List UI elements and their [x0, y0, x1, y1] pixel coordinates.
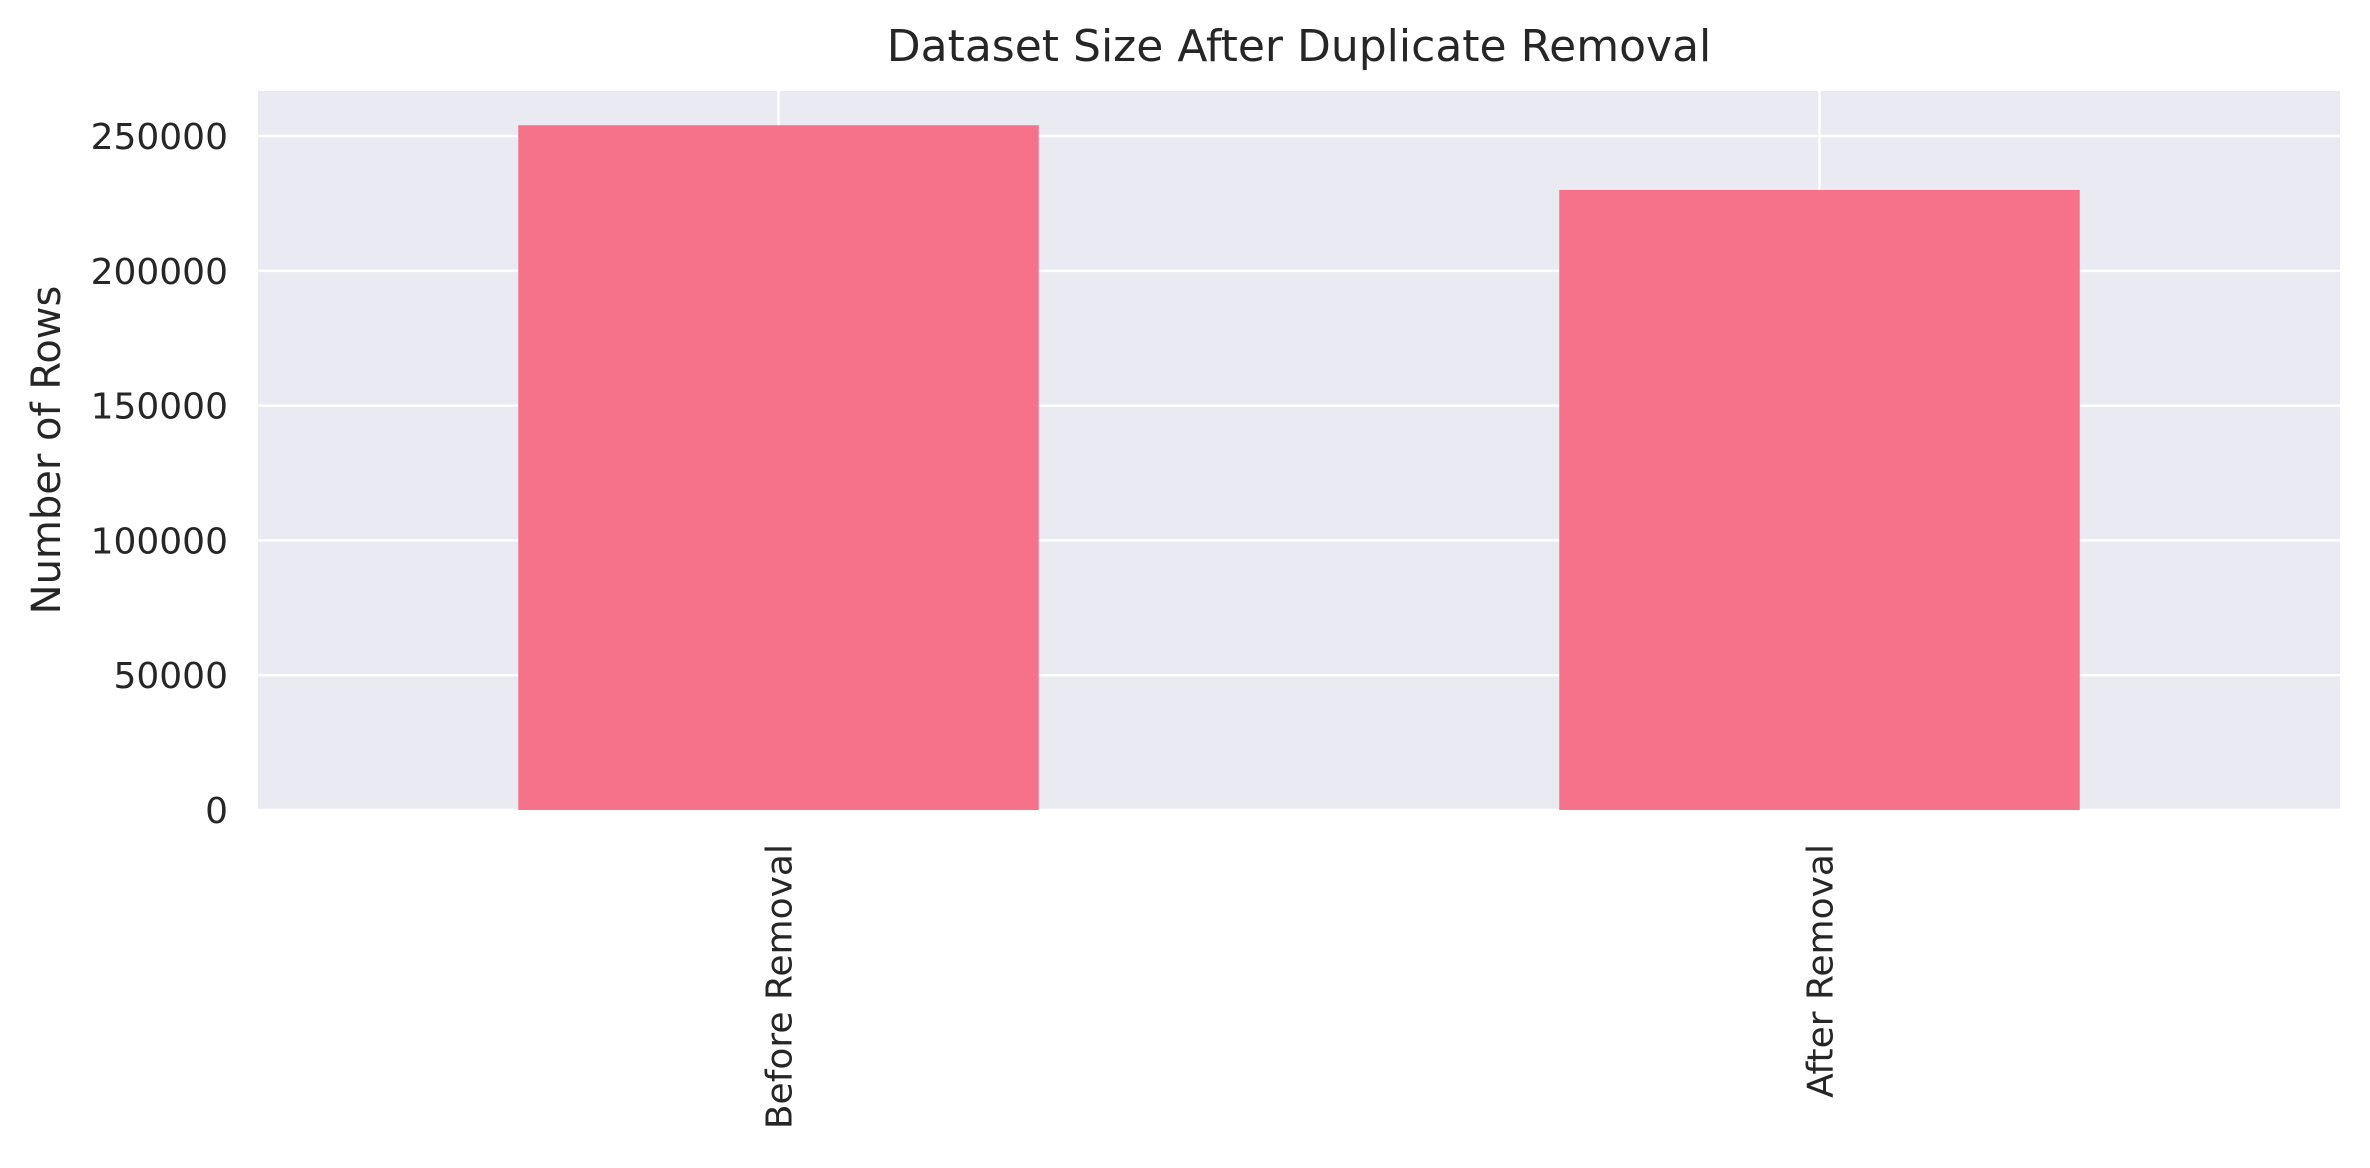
bar-before-removal: [518, 125, 1039, 810]
chart-title: Dataset Size After Duplicate Removal: [887, 21, 1712, 72]
bars: [518, 125, 2080, 810]
x-tick-label: After Removal: [1801, 844, 1842, 1098]
y-tick-labels: 0 50000 100000 150000 200000 250000: [91, 117, 228, 832]
bar-after-removal: [1559, 189, 2080, 810]
x-tick-labels: Before Removal After Removal: [760, 844, 1842, 1129]
y-tick-label: 250000: [91, 117, 228, 158]
y-tick-label: 100000: [91, 521, 228, 562]
y-axis-label: Number of Rows: [24, 286, 70, 615]
x-tick-label: Before Removal: [760, 844, 801, 1129]
y-tick-label: 0: [205, 791, 228, 832]
y-tick-label: 200000: [91, 252, 228, 293]
y-tick-label: 50000: [113, 656, 228, 697]
y-tick-label: 150000: [91, 387, 228, 428]
